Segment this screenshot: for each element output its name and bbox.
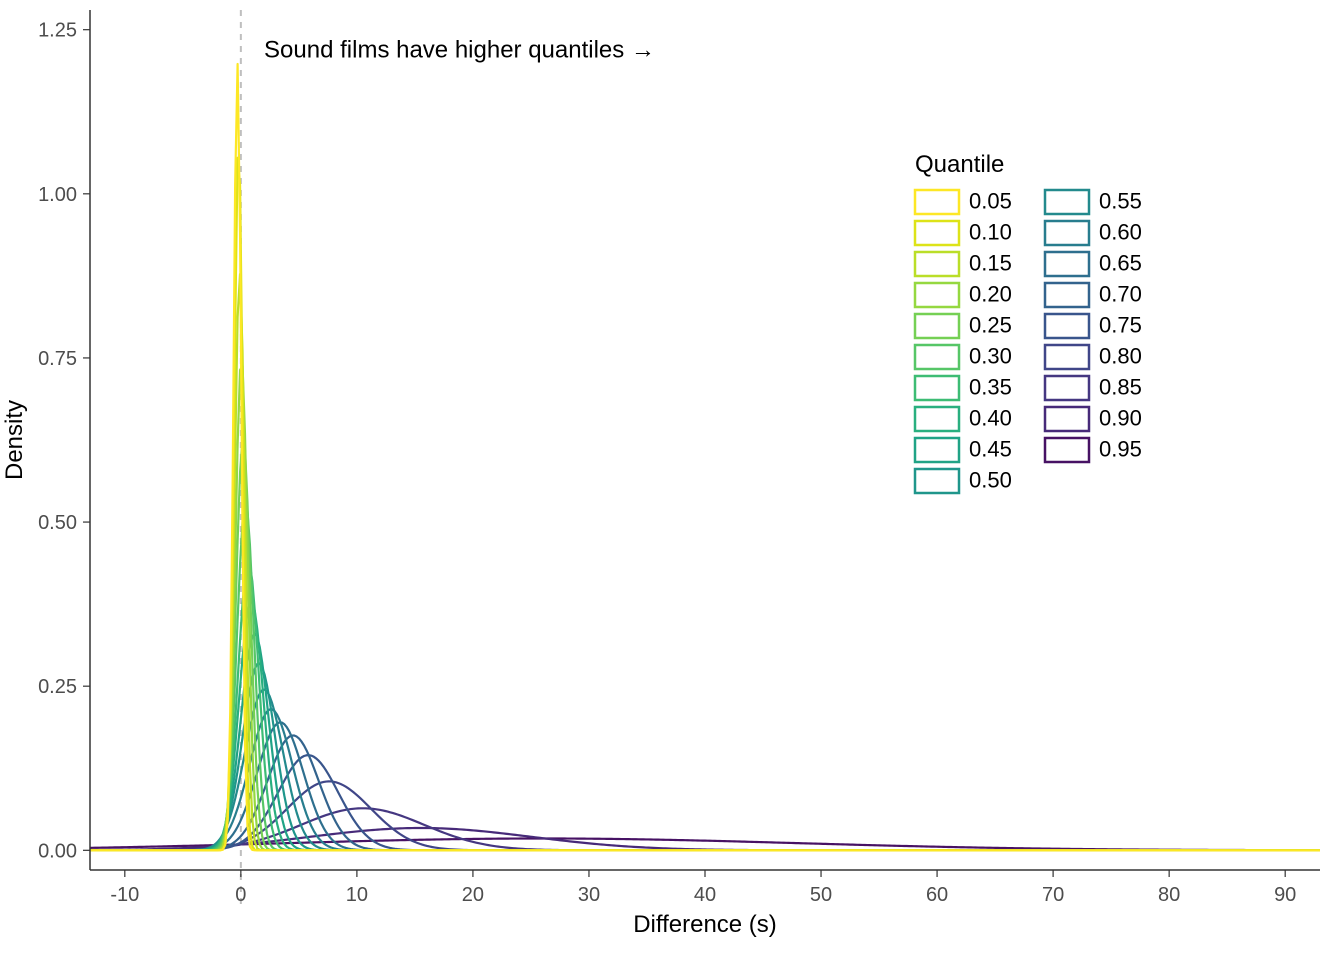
legend-swatch-q0.35 xyxy=(915,376,959,400)
legend-label: 0.70 xyxy=(1099,282,1142,307)
legend-swatch-q0.10 xyxy=(915,221,959,245)
x-tick-label: 60 xyxy=(926,884,948,906)
y-tick-label: 0.75 xyxy=(38,348,77,370)
x-tick-label: 40 xyxy=(694,884,716,906)
y-tick-label: 0.00 xyxy=(38,840,77,862)
legend-label: 0.75 xyxy=(1099,313,1142,338)
legend-swatch-q0.05 xyxy=(915,190,959,214)
legend-label: 0.45 xyxy=(969,437,1012,462)
legend-title: Quantile xyxy=(915,151,1004,178)
annotation-text: Sound films have higher quantiles → xyxy=(264,36,655,63)
legend-swatch-q0.85 xyxy=(1045,376,1089,400)
legend-label: 0.40 xyxy=(969,406,1012,431)
legend-label: 0.60 xyxy=(1099,220,1142,245)
y-tick-label: 0.50 xyxy=(38,512,77,534)
x-tick-label: 90 xyxy=(1274,884,1296,906)
y-tick-label: 0.25 xyxy=(38,676,77,698)
density-chart: -10 0 10 20 30 40 50 60 70 80 90 Difference (s) 0.00… xyxy=(0,0,1344,960)
legend-label: 0.15 xyxy=(969,251,1012,276)
legend-swatch-q0.15 xyxy=(915,252,959,276)
x-tick-label: -10 xyxy=(110,884,139,906)
legend-label: 0.50 xyxy=(969,468,1012,493)
legend-swatch-q0.20 xyxy=(915,283,959,307)
legend-label: 0.90 xyxy=(1099,406,1142,431)
legend-swatch-q0.50 xyxy=(915,469,959,493)
legend-swatch-q0.60 xyxy=(1045,221,1089,245)
legend-swatch-q0.25 xyxy=(915,314,959,338)
legend-swatch-q0.45 xyxy=(915,438,959,462)
legend-label: 0.95 xyxy=(1099,437,1142,462)
legend-swatch-q0.30 xyxy=(915,345,959,369)
legend-swatch-q0.90 xyxy=(1045,407,1089,431)
y-tick-label: 1.25 xyxy=(38,20,77,42)
legend-swatch-q0.95 xyxy=(1045,438,1089,462)
x-tick-label: 30 xyxy=(578,884,600,906)
x-tick-label: 80 xyxy=(1158,884,1180,906)
legend-label: 0.20 xyxy=(969,282,1012,307)
legend-label: 0.35 xyxy=(969,375,1012,400)
legend-swatch-q0.65 xyxy=(1045,252,1089,276)
legend-label: 0.85 xyxy=(1099,375,1142,400)
legend-swatch-q0.80 xyxy=(1045,345,1089,369)
x-tick-label: 0 xyxy=(235,884,246,906)
legend-label: 0.80 xyxy=(1099,344,1142,369)
legend-label: 0.55 xyxy=(1099,189,1142,214)
x-tick-label: 50 xyxy=(810,884,832,906)
legend-label: 0.65 xyxy=(1099,251,1142,276)
legend-label: 0.25 xyxy=(969,313,1012,338)
legend-swatch-q0.55 xyxy=(1045,190,1089,214)
x-tick-label: 10 xyxy=(346,884,368,906)
x-tick-label: 70 xyxy=(1042,884,1064,906)
y-axis-title: Density xyxy=(1,400,28,480)
legend-swatch-q0.70 xyxy=(1045,283,1089,307)
legend-swatch-q0.40 xyxy=(915,407,959,431)
x-axis-title: Difference (s) xyxy=(633,911,777,938)
legend-swatch-q0.75 xyxy=(1045,314,1089,338)
y-tick-label: 1.00 xyxy=(38,184,77,206)
x-tick-label: 20 xyxy=(462,884,484,906)
legend-label: 0.05 xyxy=(969,189,1012,214)
legend-label: 0.10 xyxy=(969,220,1012,245)
legend-label: 0.30 xyxy=(969,344,1012,369)
